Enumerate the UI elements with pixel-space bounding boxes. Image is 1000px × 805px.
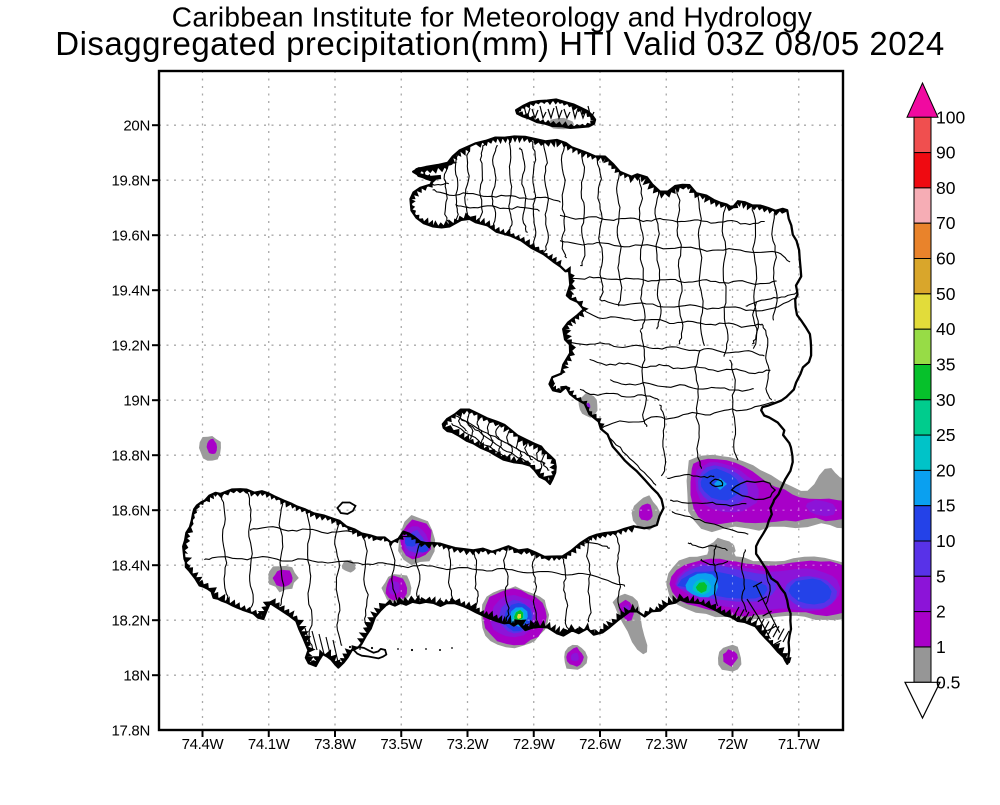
svg-text:15: 15	[936, 496, 955, 516]
svg-text:100: 100	[936, 107, 965, 127]
svg-text:60: 60	[936, 249, 956, 269]
svg-text:20: 20	[936, 460, 956, 480]
svg-text:18.2N: 18.2N	[111, 613, 150, 630]
svg-text:1: 1	[936, 637, 946, 657]
svg-text:19.4N: 19.4N	[111, 283, 150, 300]
svg-text:70: 70	[936, 213, 956, 233]
svg-text:19.2N: 19.2N	[111, 338, 150, 355]
svg-text:20N: 20N	[123, 118, 150, 135]
svg-text:2: 2	[936, 602, 946, 622]
svg-text:18.8N: 18.8N	[111, 448, 150, 465]
svg-text:25: 25	[936, 425, 955, 445]
svg-text:10: 10	[936, 531, 956, 551]
svg-text:73.5W: 73.5W	[380, 736, 423, 753]
svg-text:74.1W: 74.1W	[248, 736, 291, 753]
svg-text:72.9W: 72.9W	[513, 736, 556, 753]
svg-text:0.5: 0.5	[936, 672, 960, 692]
svg-text:74.4W: 74.4W	[182, 736, 225, 753]
svg-text:50: 50	[936, 284, 956, 304]
svg-text:Disaggregated precipitation(mm: Disaggregated precipitation(mm) HTI Vali…	[55, 25, 945, 62]
svg-text:5: 5	[936, 566, 946, 586]
svg-text:90: 90	[936, 143, 956, 163]
svg-text:18N: 18N	[123, 668, 150, 685]
svg-text:40: 40	[936, 319, 956, 339]
svg-text:30: 30	[936, 390, 956, 410]
svg-text:71.7W: 71.7W	[778, 736, 821, 753]
svg-text:80: 80	[936, 178, 956, 198]
svg-text:73.2W: 73.2W	[447, 736, 490, 753]
svg-text:72W: 72W	[718, 736, 749, 753]
svg-text:19.8N: 19.8N	[111, 173, 150, 190]
svg-text:73.8W: 73.8W	[314, 736, 357, 753]
svg-text:72.3W: 72.3W	[645, 736, 688, 753]
svg-text:19.6N: 19.6N	[111, 228, 150, 245]
svg-text:18.6N: 18.6N	[111, 503, 150, 520]
svg-text:Caribbean Institute for Meteor: Caribbean Institute for Meteorology and …	[172, 2, 812, 33]
svg-text:19N: 19N	[123, 393, 150, 410]
svg-text:35: 35	[936, 355, 955, 375]
svg-text:18.4N: 18.4N	[111, 558, 150, 575]
svg-text:17.8N: 17.8N	[111, 723, 150, 740]
svg-text:72.6W: 72.6W	[579, 736, 622, 753]
